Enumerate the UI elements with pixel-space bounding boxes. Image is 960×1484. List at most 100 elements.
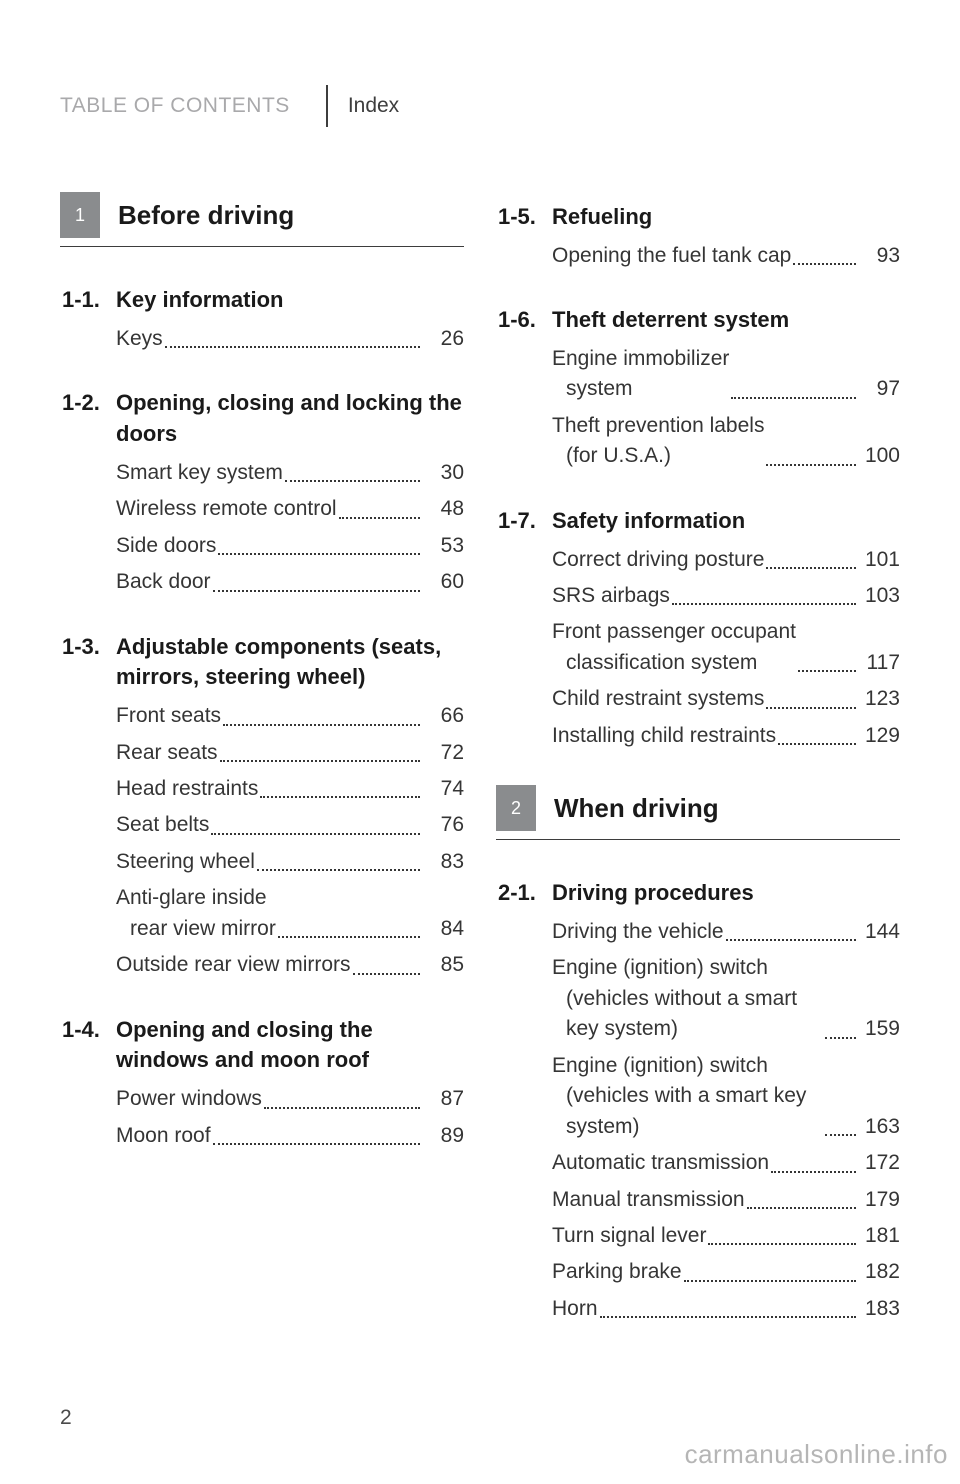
toc-section: 1-6.Theft deterrent system Engine immobil… [496,305,900,472]
toc-entry-page: 182 [858,1257,900,1287]
toc-entry-label: Turn signal lever [552,1221,706,1251]
toc-entry-label: Automatic transmission [552,1148,769,1178]
toc-entry-label: Engine (ignition) switch(vehicles withou… [552,953,823,1044]
toc-entry-page: 87 [422,1084,464,1114]
toc-dots [825,1037,856,1039]
toc-entries: Smart key system30Wireless remote contro… [62,458,464,598]
toc-section-title: Key information [116,285,464,316]
toc-entry: Horn183 [552,1294,900,1324]
content-columns: 1Before driving 1-1.Key information Keys26… [60,192,900,1358]
toc-entry-label: Outside rear view mirrors [116,950,351,980]
toc-entry-label: Engine (ignition) switch(vehicles with a… [552,1051,823,1142]
toc-dots [339,517,420,519]
toc-dots [825,1134,856,1136]
page: TABLE OF CONTENTS Index 1Before driving1… [0,0,960,1484]
toc-section-head: 1-3.Adjustable components (seats, mirror… [62,632,464,694]
toc-entry-page: 159 [858,1014,900,1044]
toc-dots [798,670,856,672]
toc-entries: Engine immobilizersystem97Theft preventi… [498,344,900,472]
toc-section-head: 1-1.Key information [62,285,464,316]
toc-entry-page: 93 [858,241,900,271]
toc-dots [731,397,856,399]
toc-entry-page: 97 [858,374,900,404]
toc-dots [600,1316,856,1318]
toc-entry-label: Head restraints [116,774,258,804]
toc-entry-page: 103 [858,581,900,611]
toc-section-head: 1-7.Safety information [498,506,900,537]
toc-section: 1-7.Safety informationCorrect driving po… [496,506,900,751]
toc-entry-label: Driving the vehicle [552,917,724,947]
toc-dots [165,346,420,348]
toc-dots [218,553,420,555]
toc-section: 1-4.Opening and closing the windows and … [60,1015,464,1151]
toc-entries: Front seats66Rear seats72Head restraints… [62,701,464,981]
toc-entry: Child restraint systems123 [552,684,900,714]
toc-dots [223,724,420,726]
chapter-number-badge: 2 [496,785,536,831]
toc-dots [771,1171,856,1173]
toc-entries: Keys26 [62,324,464,354]
toc-section-title: Refueling [552,202,900,233]
page-number: 2 [60,1406,72,1430]
chapter-header: 1Before driving [60,192,464,247]
toc-entry: Seat belts76 [116,810,464,840]
toc-entry-page: 85 [422,950,464,980]
toc-entry: Rear seats72 [116,738,464,768]
toc-entry: Manual transmission 179 [552,1185,900,1215]
toc-entry-page: 84 [422,914,464,944]
toc-section: 2-1.Driving proceduresDriving the vehicl… [496,878,900,1324]
toc-entry-page: 117 [858,648,900,678]
toc-entry-label: Anti-glare insiderear view mirror [116,883,276,944]
toc-entry: Parking brake182 [552,1257,900,1287]
toc-dots [211,833,420,835]
toc-entry-label: Manual transmission [552,1185,745,1215]
toc-entry-label: Wireless remote control [116,494,337,524]
header-divider [326,85,328,127]
toc-section-number: 1-1. [62,285,116,316]
toc-entry: Engine (ignition) switch(vehicles withou… [552,953,900,1044]
toc-entry-page: 179 [858,1185,900,1215]
chapter-number-badge: 1 [60,192,100,238]
toc-entry-page: 83 [422,847,464,877]
toc-entry-label: Seat belts [116,810,209,840]
toc-dots [257,869,420,871]
toc-dots [766,567,856,569]
toc-section-title: Theft deterrent system [552,305,900,336]
toc-dots [708,1243,856,1245]
page-header: TABLE OF CONTENTS Index [60,85,900,127]
right-column: 1-5.RefuelingOpening the fuel tank cap93… [496,192,900,1358]
toc-entry: Automatic transmission172 [552,1148,900,1178]
toc-section: 1-2.Opening, closing and locking the doo… [60,388,464,597]
toc-entry: Side doors53 [116,531,464,561]
toc-entry-page: 89 [422,1121,464,1151]
toc-entry: Steering wheel83 [116,847,464,877]
toc-dots [278,936,420,938]
toc-entry-label: Power windows [116,1084,262,1114]
toc-dots [766,707,856,709]
header-toc-label: TABLE OF CONTENTS [60,94,308,118]
toc-entry: Outside rear view mirrors 85 [116,950,464,980]
toc-section-number: 1-6. [498,305,552,336]
toc-entry-page: 181 [858,1221,900,1251]
toc-dots [220,760,420,762]
toc-section-title: Driving procedures [552,878,900,909]
toc-entry-page: 53 [422,531,464,561]
toc-section-head: 1-5.Refueling [498,202,900,233]
toc-entry-label: Installing child restraints [552,721,776,751]
toc-section-title: Opening, closing and locking the doors [116,388,464,450]
toc-dots [285,480,420,482]
toc-section: 1-1.Key information Keys26 [60,285,464,354]
watermark: carmanualsonline.info [685,1439,948,1470]
toc-entry-page: 60 [422,567,464,597]
toc-entry-page: 100 [858,441,900,471]
toc-entry: Engine (ignition) switch(vehicles with a… [552,1051,900,1142]
toc-entry-page: 129 [858,721,900,751]
toc-entry: Head restraints74 [116,774,464,804]
toc-entry-label: Rear seats [116,738,218,768]
toc-dots [778,743,856,745]
toc-section-title: Safety information [552,506,900,537]
toc-entry: Moon roof89 [116,1121,464,1151]
toc-entry-page: 48 [422,494,464,524]
toc-section-head: 1-6.Theft deterrent system [498,305,900,336]
chapter-title: When driving [554,793,719,824]
